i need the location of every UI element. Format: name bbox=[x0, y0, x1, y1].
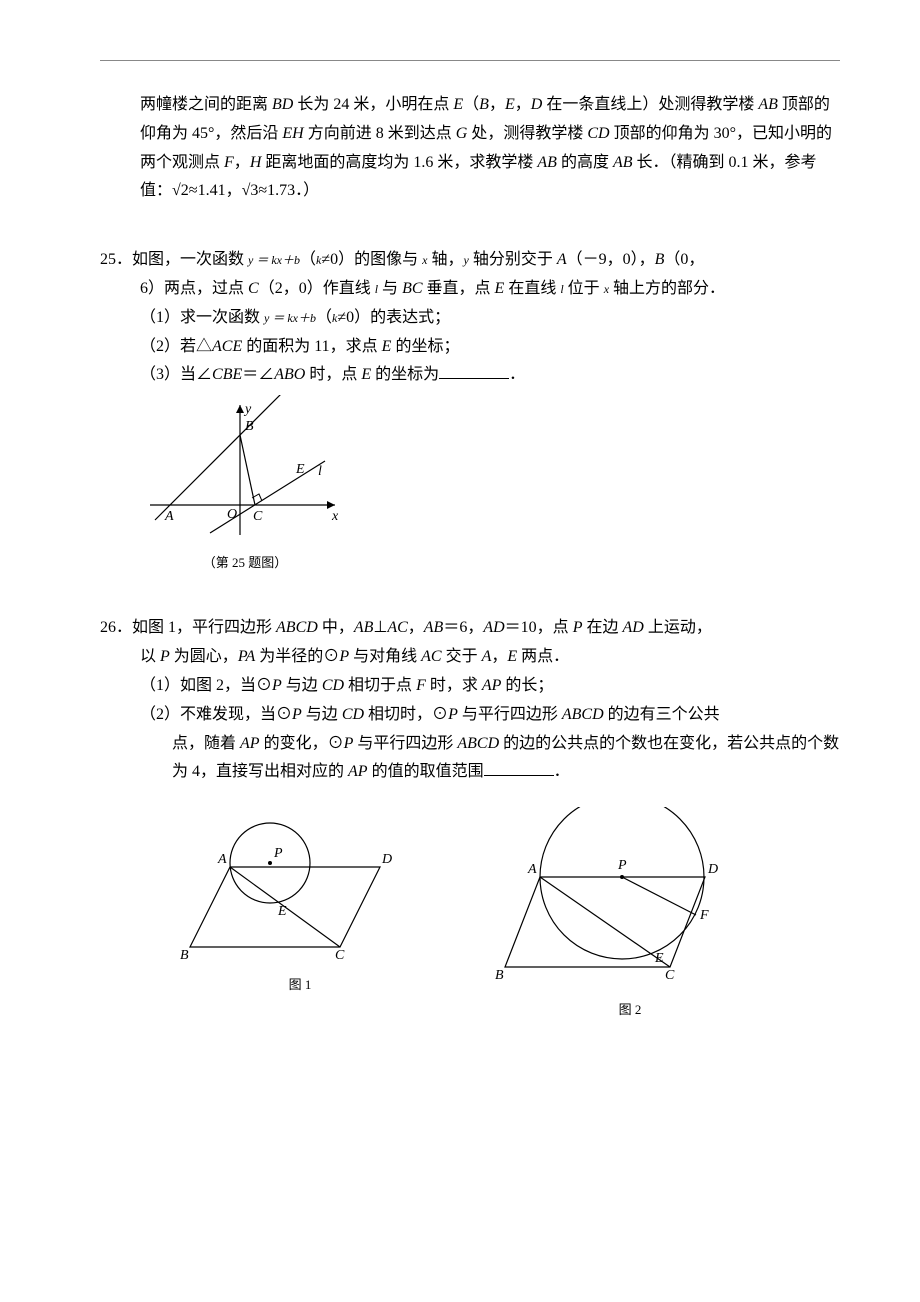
svg-text:A: A bbox=[164, 509, 174, 524]
header-rule bbox=[100, 60, 840, 61]
svg-text:A: A bbox=[217, 852, 227, 867]
p26-intro: 26．如图 1，平行四边形 ABCD 中，AB⊥AC，AB＝6，AD＝10，点 … bbox=[100, 614, 840, 643]
svg-text:B: B bbox=[495, 968, 504, 983]
svg-text:C: C bbox=[665, 968, 675, 983]
p25-number: 25． bbox=[100, 251, 132, 268]
p26-fig1: A B C D P E 图 1 bbox=[170, 807, 430, 1021]
svg-text:F: F bbox=[699, 908, 709, 923]
svg-text:O: O bbox=[227, 507, 237, 522]
svg-text:E: E bbox=[277, 904, 287, 919]
p24-text: 两幢楼之间的距离 BD 长为 24 米，小明在点 E（B，E，D 在一条直线上）… bbox=[140, 96, 832, 199]
p26-fig2-caption: 图 2 bbox=[490, 998, 770, 1021]
svg-text:D: D bbox=[707, 862, 718, 877]
svg-text:C: C bbox=[253, 509, 263, 524]
problem-26: 26．如图 1，平行四边形 ABCD 中，AB⊥AC，AB＝6，AD＝10，点 … bbox=[100, 614, 840, 1021]
svg-text:l: l bbox=[318, 464, 322, 479]
p26-number: 26． bbox=[100, 619, 132, 636]
svg-text:C: C bbox=[335, 948, 345, 962]
p25-q3: （3）当∠CBE＝∠ABO 时，点 E 的坐标为． bbox=[100, 361, 840, 390]
p25-figure: A B C E O x y l （第 25 题图） bbox=[100, 395, 840, 574]
problem-24-continuation: 两幢楼之间的距离 BD 长为 24 米，小明在点 E（B，E，D 在一条直线上）… bbox=[100, 91, 840, 206]
svg-text:B: B bbox=[245, 419, 254, 434]
p26-q1: （1）如图 2，当⊙P 与边 CD 相切于点 F 时，求 AP 的长； bbox=[100, 672, 840, 701]
p25-blank bbox=[439, 362, 509, 379]
svg-text:x: x bbox=[331, 509, 339, 524]
p25-intro-a: 如图，一次函数 bbox=[132, 251, 248, 268]
problem-25: 25．如图，一次函数 y ＝ kx＋b（k≠0）的图像与 x 轴，y 轴分别交于… bbox=[100, 246, 840, 574]
p26-q2: （2）不难发现，当⊙P 与边 CD 相切时，⊙P 与平行四边形 ABCD 的边有… bbox=[100, 701, 840, 787]
svg-text:P: P bbox=[273, 846, 283, 861]
p26-fig1-svg: A B C D P E bbox=[170, 807, 430, 962]
p25-intro-cont: 6）两点，过点 C（2，0）作直线 l 与 BC 垂直，点 E 在直线 l 位于… bbox=[100, 275, 840, 304]
svg-text:y: y bbox=[243, 402, 252, 417]
p25-q2: （2）若△ACE 的面积为 11，求点 E 的坐标； bbox=[100, 333, 840, 362]
p25-intro: 25．如图，一次函数 y ＝ kx＋b（k≠0）的图像与 x 轴，y 轴分别交于… bbox=[100, 246, 840, 275]
svg-text:B: B bbox=[180, 948, 189, 962]
svg-text:P: P bbox=[617, 858, 627, 873]
p26-figures: A B C D P E 图 1 A bbox=[100, 807, 840, 1021]
svg-text:D: D bbox=[381, 852, 392, 867]
svg-text:E: E bbox=[295, 462, 305, 477]
p25-caption: （第 25 题图） bbox=[140, 551, 350, 574]
p26-fig2: A B C D P E F 图 2 bbox=[490, 807, 770, 1021]
p26-fig1-caption: 图 1 bbox=[170, 973, 430, 996]
p26-intro-2: 以 P 为圆心，PA 为半径的⊙P 与对角线 AC 交于 A，E 两点． bbox=[100, 643, 840, 672]
p26-fig2-svg: A B C D P E F bbox=[490, 807, 770, 987]
p25-graph: A B C E O x y l bbox=[140, 395, 350, 540]
svg-text:A: A bbox=[527, 862, 537, 877]
p26-blank bbox=[484, 759, 554, 776]
svg-text:E: E bbox=[654, 951, 664, 966]
p25-q1: （1）求一次函数 y ＝ kx＋b（k≠0）的表达式； bbox=[100, 304, 840, 333]
p25-func1: y ＝ kx＋b bbox=[248, 253, 300, 267]
